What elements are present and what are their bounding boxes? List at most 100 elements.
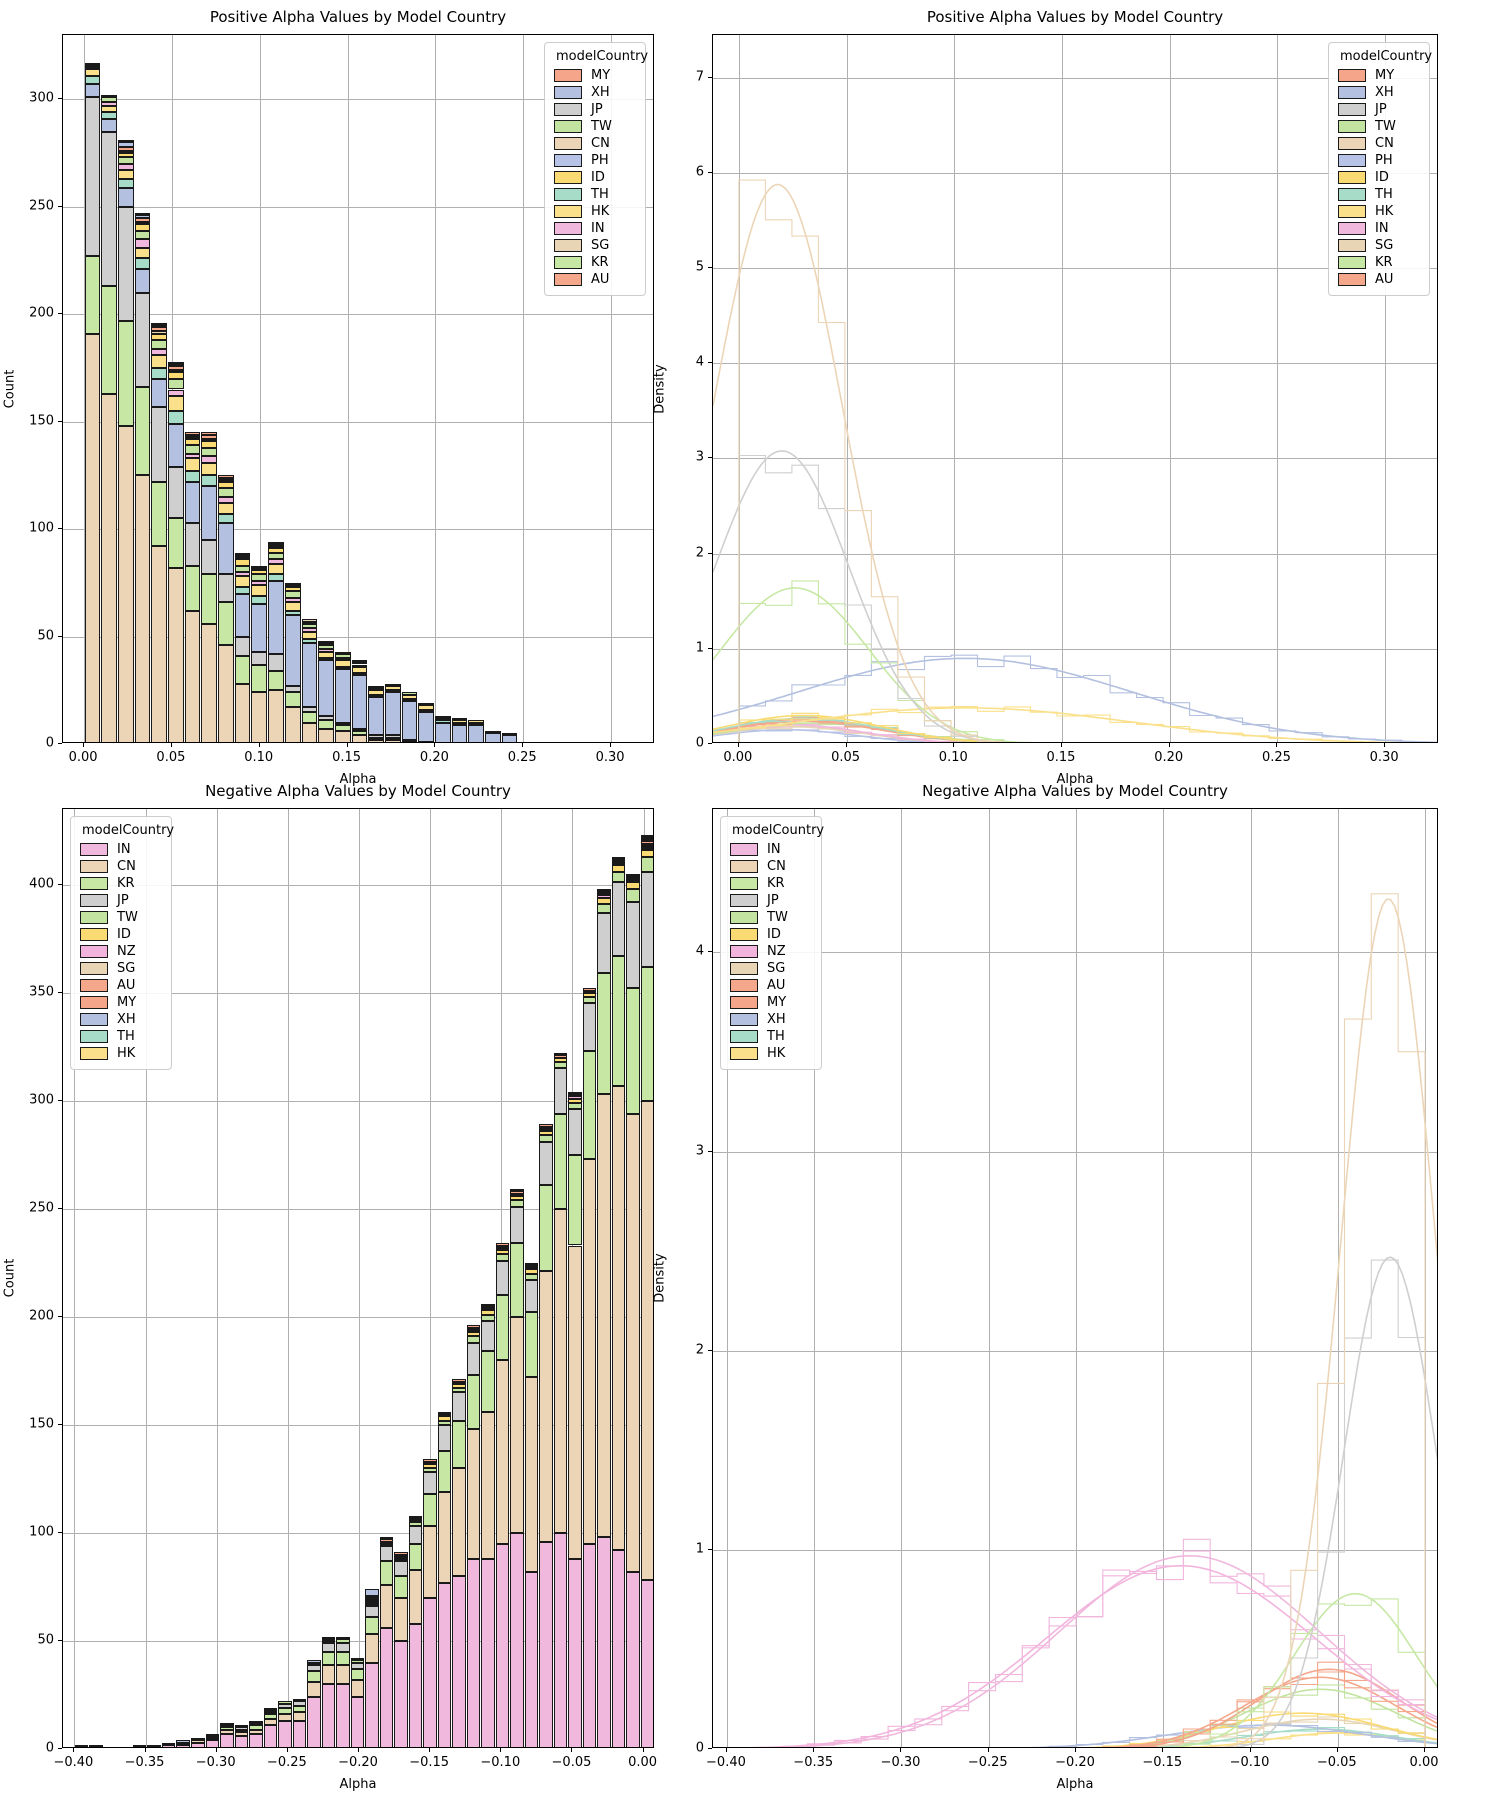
y-tick-label: 350 xyxy=(29,984,54,1000)
histogram-bar xyxy=(220,1727,234,1730)
tick-mark-x xyxy=(522,743,524,747)
histogram-bar xyxy=(452,1379,466,1382)
legend-item-MY[interactable]: MY xyxy=(80,994,162,1011)
legend-item-JP[interactable]: JP xyxy=(730,892,812,909)
legend-item-TH[interactable]: TH xyxy=(554,186,636,203)
legend-item-CN[interactable]: CN xyxy=(554,135,636,152)
legend-item-KR[interactable]: KR xyxy=(730,875,812,892)
gridline-horizontal xyxy=(713,1350,1437,1352)
legend-title: modelCountry xyxy=(556,49,649,64)
legend-item-XH[interactable]: XH xyxy=(554,84,636,101)
legend-swatch-JP xyxy=(730,894,758,907)
legend-label-TH: TH xyxy=(767,1029,785,1044)
legend-swatch-MY xyxy=(80,996,108,1009)
legend-item-HK[interactable]: HK xyxy=(554,203,636,220)
legend-item-TW[interactable]: TW xyxy=(1338,118,1420,135)
histogram-bar xyxy=(318,716,334,721)
legend-item-AU[interactable]: AU xyxy=(1338,271,1420,288)
legend-item-IN[interactable]: IN xyxy=(1338,220,1420,237)
legend-swatch-KR xyxy=(80,877,108,890)
histogram-bar xyxy=(351,728,368,732)
legend-item-XH[interactable]: XH xyxy=(80,1011,162,1028)
legend-item-TW[interactable]: TW xyxy=(554,118,636,135)
histogram-bar xyxy=(510,1243,524,1317)
histogram-bar xyxy=(510,1195,524,1201)
legend-item-PH[interactable]: PH xyxy=(1338,152,1420,169)
legend-item-MY[interactable]: MY xyxy=(730,994,812,1011)
histogram-bar xyxy=(132,1746,147,1747)
legend-item-CN[interactable]: CN xyxy=(1338,135,1420,152)
legend-item-AU[interactable]: AU xyxy=(730,977,812,994)
histogram-bar xyxy=(379,1543,394,1546)
legend-item-KR[interactable]: KR xyxy=(80,875,162,892)
tick-mark-y xyxy=(708,1349,712,1351)
y-tick-label: 2 xyxy=(695,545,704,561)
legend-label-XH: XH xyxy=(117,1012,136,1027)
histogram-bar xyxy=(626,988,640,1114)
legend-item-HK[interactable]: HK xyxy=(80,1045,162,1062)
histogram-bar xyxy=(168,363,184,366)
step-histogram-TW xyxy=(1102,1684,1426,1747)
gridline-vertical xyxy=(901,809,903,1747)
histogram-bar xyxy=(201,574,218,624)
histogram-bar xyxy=(284,582,301,585)
legend-item-SG[interactable]: SG xyxy=(80,960,162,977)
step-histogram-MY xyxy=(738,716,979,742)
legend-item-ID[interactable]: ID xyxy=(80,926,162,943)
histogram-bar xyxy=(481,1351,495,1412)
tick-mark-x xyxy=(725,1748,727,1752)
histogram-bar xyxy=(205,1740,220,1747)
legend-item-HK[interactable]: HK xyxy=(1338,203,1420,220)
legend-item-XH[interactable]: XH xyxy=(1338,84,1420,101)
legend-item-TW[interactable]: TW xyxy=(80,909,162,926)
legend-item-TH[interactable]: TH xyxy=(730,1028,812,1045)
legend-item-JP[interactable]: JP xyxy=(1338,101,1420,118)
legend-item-TH[interactable]: TH xyxy=(1338,186,1420,203)
legend-item-JP[interactable]: JP xyxy=(80,892,162,909)
histogram-bar xyxy=(101,393,117,742)
x-tick-label: −0.05 xyxy=(1316,1755,1357,1770)
tick-mark-x xyxy=(953,743,955,747)
histogram-bar xyxy=(640,850,653,857)
legend-item-JP[interactable]: JP xyxy=(554,101,636,118)
legend-item-TH[interactable]: TH xyxy=(80,1028,162,1045)
legend-item-MY[interactable]: MY xyxy=(1338,67,1420,84)
gridline-horizontal xyxy=(713,553,1437,555)
legend-item-ID[interactable]: ID xyxy=(730,926,812,943)
legend-item-CN[interactable]: CN xyxy=(730,858,812,875)
legend-swatch-TH xyxy=(730,1030,758,1043)
legend-item-PH[interactable]: PH xyxy=(554,152,636,169)
legend-item-KR[interactable]: KR xyxy=(554,254,636,271)
legend-item-IN[interactable]: IN xyxy=(80,841,162,858)
legend-item-ID[interactable]: ID xyxy=(554,169,636,186)
legend-item-IN[interactable]: IN xyxy=(730,841,812,858)
legend-item-XH[interactable]: XH xyxy=(730,1011,812,1028)
legend-item-SG[interactable]: SG xyxy=(730,960,812,977)
histogram-bar xyxy=(351,660,368,663)
histogram-bar xyxy=(379,1584,394,1628)
tick-mark-y xyxy=(708,76,712,78)
histogram-bar xyxy=(351,673,368,676)
histogram-bar xyxy=(524,1273,539,1281)
legend-item-CN[interactable]: CN xyxy=(80,858,162,875)
legend-item-NZ[interactable]: NZ xyxy=(730,943,812,960)
legend-item-ID[interactable]: ID xyxy=(1338,169,1420,186)
legend-item-MY[interactable]: MY xyxy=(554,67,636,84)
legend-item-HK[interactable]: HK xyxy=(730,1045,812,1062)
legend-item-AU[interactable]: AU xyxy=(80,977,162,994)
histogram-bar xyxy=(568,1092,582,1095)
histogram-bar xyxy=(201,486,218,540)
legend-item-NZ[interactable]: NZ xyxy=(80,943,162,960)
legend-item-SG[interactable]: SG xyxy=(1338,237,1420,254)
legend-item-IN[interactable]: IN xyxy=(554,220,636,237)
step-histogram-ID xyxy=(738,712,1005,742)
histogram-bar xyxy=(151,378,168,407)
legend-item-TW[interactable]: TW xyxy=(730,909,812,926)
legend-item-KR[interactable]: KR xyxy=(1338,254,1420,271)
histogram-bar xyxy=(640,834,653,838)
histogram-bar xyxy=(292,1701,307,1706)
histogram-bar xyxy=(168,365,184,371)
legend-item-AU[interactable]: AU xyxy=(554,271,636,288)
histogram-bar xyxy=(336,1638,350,1644)
legend-item-SG[interactable]: SG xyxy=(554,237,636,254)
